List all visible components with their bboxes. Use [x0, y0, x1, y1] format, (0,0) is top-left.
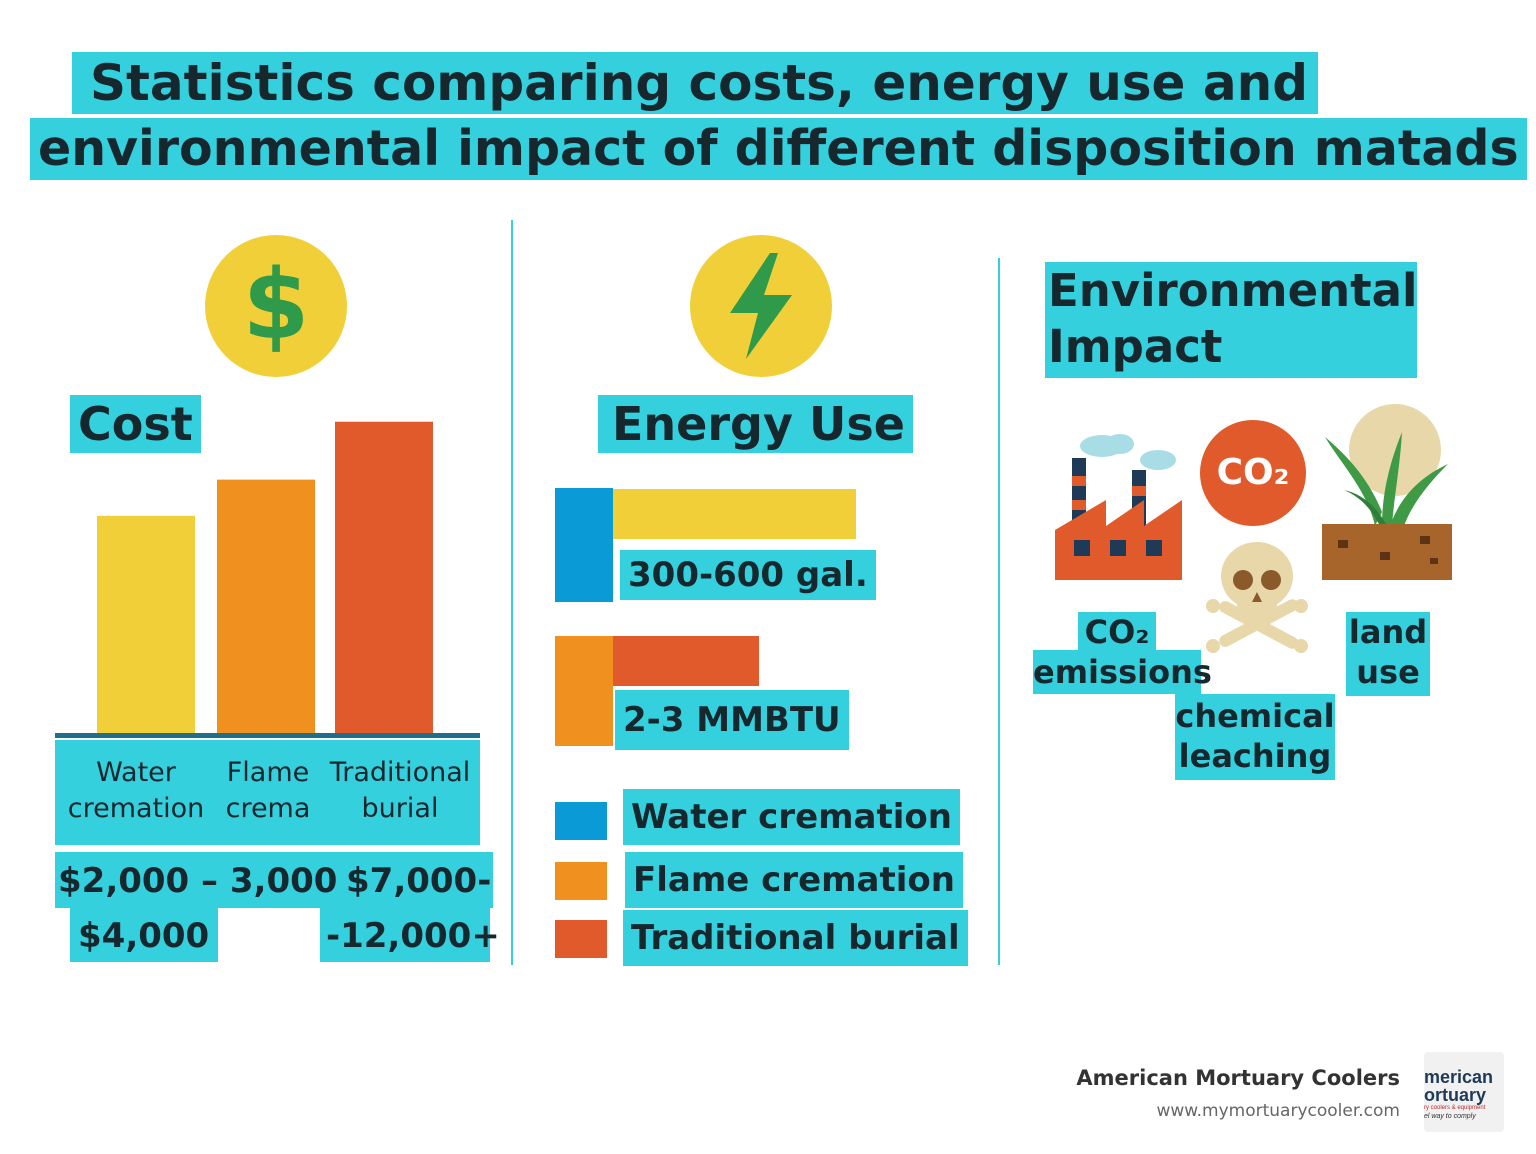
energy-heading-wrap: Energy Use	[598, 395, 913, 453]
env-label-chemical-line2: leaching	[1178, 737, 1332, 775]
plant-soil-icon	[1322, 404, 1452, 580]
cost-price-water-high: $4,000	[78, 916, 210, 956]
panel-divider-1	[511, 220, 513, 965]
legend-swatch-flame	[555, 862, 607, 900]
env-label-co2: CO₂ emissions	[1033, 612, 1212, 692]
energy-bar-2	[613, 636, 759, 686]
cost-baseline	[55, 733, 480, 738]
env-label-co2-line1: CO₂	[1084, 613, 1150, 651]
footer-logo-small: ry coolers & equipment	[1424, 1105, 1486, 1111]
cost-prices-band-2b	[320, 908, 490, 962]
cost-bar-3	[335, 421, 433, 733]
legend-swatch-burial	[555, 920, 607, 958]
energy-tag-flame: 2-3 MMBTU	[615, 690, 849, 750]
cost-prices-band-2a	[70, 908, 218, 962]
skull-crossbones-icon	[1206, 542, 1308, 653]
cost-price-burial-high: -12,000+	[326, 916, 500, 956]
energy-bar-1	[613, 489, 856, 539]
cost-label-flame: Flame crema	[212, 755, 324, 827]
env-label-land-line2: use	[1356, 653, 1420, 691]
cost-label-water: Water cremation	[60, 755, 212, 827]
cost-label-burial: Traditional burial	[318, 755, 482, 827]
svg-text:$: $	[243, 249, 310, 361]
legend-label-water: Water cremation	[623, 789, 960, 845]
cost-chart	[55, 421, 480, 738]
cost-bar-2	[217, 479, 315, 733]
footer-logo: merican ortuary ry coolers & equipment e…	[1424, 1052, 1504, 1132]
cost-label-flame-line1: Flame	[226, 757, 310, 788]
env-label-land-line1: land	[1348, 613, 1428, 651]
footer-logo-line1: merican	[1424, 1067, 1494, 1087]
env-heading-box	[1045, 262, 1417, 378]
env-label-land-bg	[1346, 612, 1430, 696]
title-line-2-wrap: environmental impact of different dispos…	[30, 118, 1527, 180]
energy-tag-water: 300-600 gal.	[620, 550, 876, 600]
cost-bars	[97, 421, 433, 733]
env-label-chem-bg	[1175, 694, 1335, 780]
title-line-1-wrap: Statistics comparing costs, energy use a…	[72, 52, 1318, 114]
footer-logo-line2: ortuary	[1424, 1085, 1487, 1105]
cost-price-water-flame: $2,000 – 3,000	[58, 861, 338, 901]
env-label-land: land use	[1346, 612, 1430, 692]
cost-label-water-line2: cremation	[67, 793, 205, 824]
cost-prices-band-1	[55, 852, 493, 908]
env-label-chemical-line1: chemical	[1175, 697, 1335, 735]
title-line-1: Statistics comparing costs, energy use a…	[72, 52, 1318, 114]
cost-heading: Cost	[70, 395, 201, 453]
lightning-icon	[730, 253, 792, 359]
cost-heading-wrap: Cost	[70, 395, 201, 453]
cost-label-water-line1: Water	[96, 757, 176, 788]
cost-icon-circle: $	[205, 235, 347, 377]
env-label-chemical: chemical leaching	[1175, 696, 1335, 776]
cost-label-burial-line1: Traditional	[329, 757, 471, 788]
env-label-co2-line2: emissions	[1033, 653, 1212, 691]
cost-price-burial-low: $7,000-	[346, 861, 492, 901]
footer-url[interactable]: www.mymortuarycooler.com	[1156, 1101, 1400, 1121]
co2-badge-icon: CO₂	[1200, 420, 1306, 526]
cost-bar-1	[97, 515, 195, 733]
factory-icon	[1055, 434, 1182, 580]
title-line-2: environmental impact of different dispos…	[30, 118, 1527, 180]
legend-swatch-water	[555, 802, 607, 840]
energy-heading: Energy Use	[598, 395, 913, 453]
panel-divider-2	[998, 258, 1000, 965]
co2-badge-text: CO₂	[1216, 452, 1290, 493]
cost-labels-band	[55, 740, 480, 845]
energy-icon-circle	[690, 235, 832, 377]
env-heading-line2: Impact	[1048, 320, 1223, 373]
dollar-icon: $	[243, 249, 310, 361]
cost-label-burial-line2: burial	[361, 793, 439, 824]
legend-label-flame: Flame cremation	[625, 852, 963, 908]
energy-flame-swatch-bar	[555, 636, 613, 746]
footer-company-name: American Mortuary Coolers	[1076, 1066, 1400, 1090]
energy-water-swatch-bar	[555, 488, 613, 602]
footer-logo-tagline: el way to comply	[1424, 1113, 1476, 1120]
env-label-co2-bg2	[1033, 650, 1201, 694]
env-heading-line1: Environmental	[1048, 264, 1418, 317]
cost-label-flame-line2: crema	[225, 793, 311, 824]
legend-label-burial: Traditional burial	[623, 910, 968, 966]
